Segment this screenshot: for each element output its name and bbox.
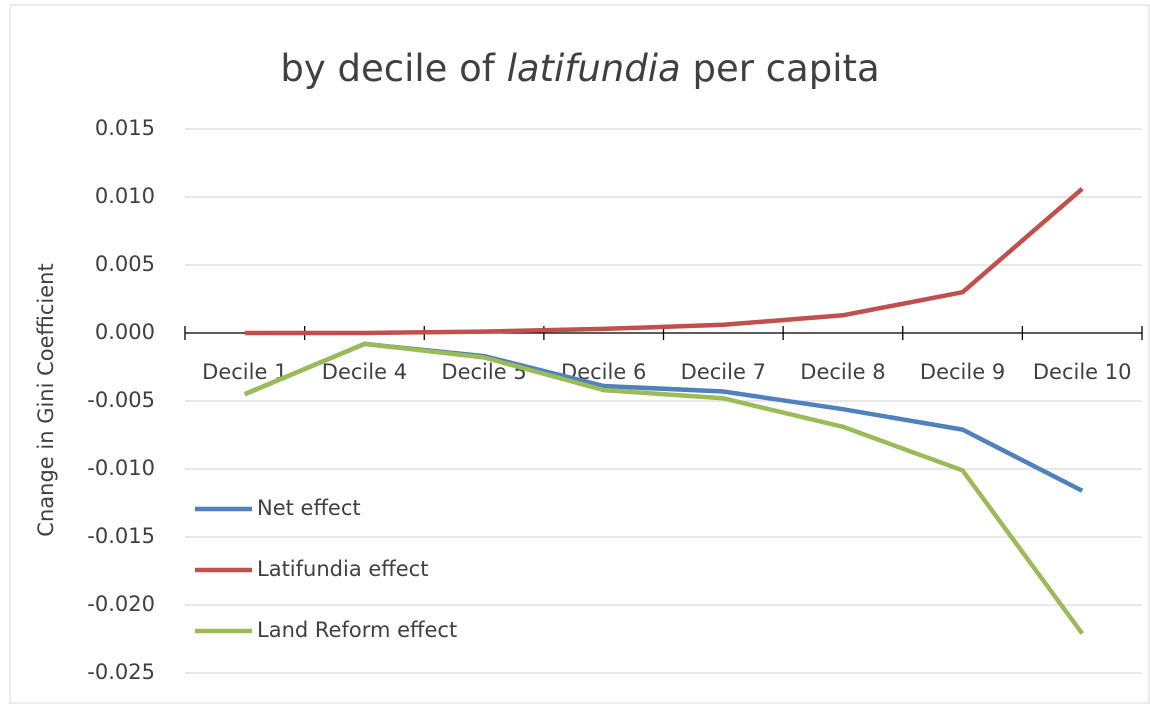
- y-tick-label: -0.020: [87, 592, 155, 616]
- x-tick-label: Decile 8: [800, 360, 885, 384]
- title-part: per capita: [681, 47, 880, 90]
- series-line: [243, 341, 1085, 635]
- y-axis-title: Cnange in Gini Coefficient: [34, 263, 58, 536]
- legend-label: Land Reform effect: [257, 618, 457, 642]
- y-tick-label: -0.005: [87, 388, 155, 412]
- chart-title: by decile of latifundia per capita: [280, 47, 879, 90]
- legend-label: Net effect: [257, 496, 361, 520]
- y-tick-label: -0.025: [87, 660, 155, 684]
- y-tick-label: 0.000: [95, 320, 155, 344]
- chart-frame: [9, 4, 1150, 704]
- y-tick-label: 0.015: [95, 116, 155, 140]
- x-tick-label: Decile 4: [322, 360, 407, 384]
- title-part: latifundia: [507, 47, 681, 90]
- y-tick-label: -0.015: [87, 524, 155, 548]
- y-tick-label: -0.010: [87, 456, 155, 480]
- x-tick-label: Decile 10: [1033, 360, 1132, 384]
- x-tick-label: Decile 9: [920, 360, 1005, 384]
- series-line: [244, 187, 1084, 336]
- y-tick-label: 0.005: [95, 252, 155, 276]
- legend-label: Latifundia effect: [257, 557, 428, 581]
- title-part: by decile of: [280, 47, 506, 90]
- y-tick-label: 0.010: [95, 184, 155, 208]
- x-tick-label: Decile 7: [681, 360, 766, 384]
